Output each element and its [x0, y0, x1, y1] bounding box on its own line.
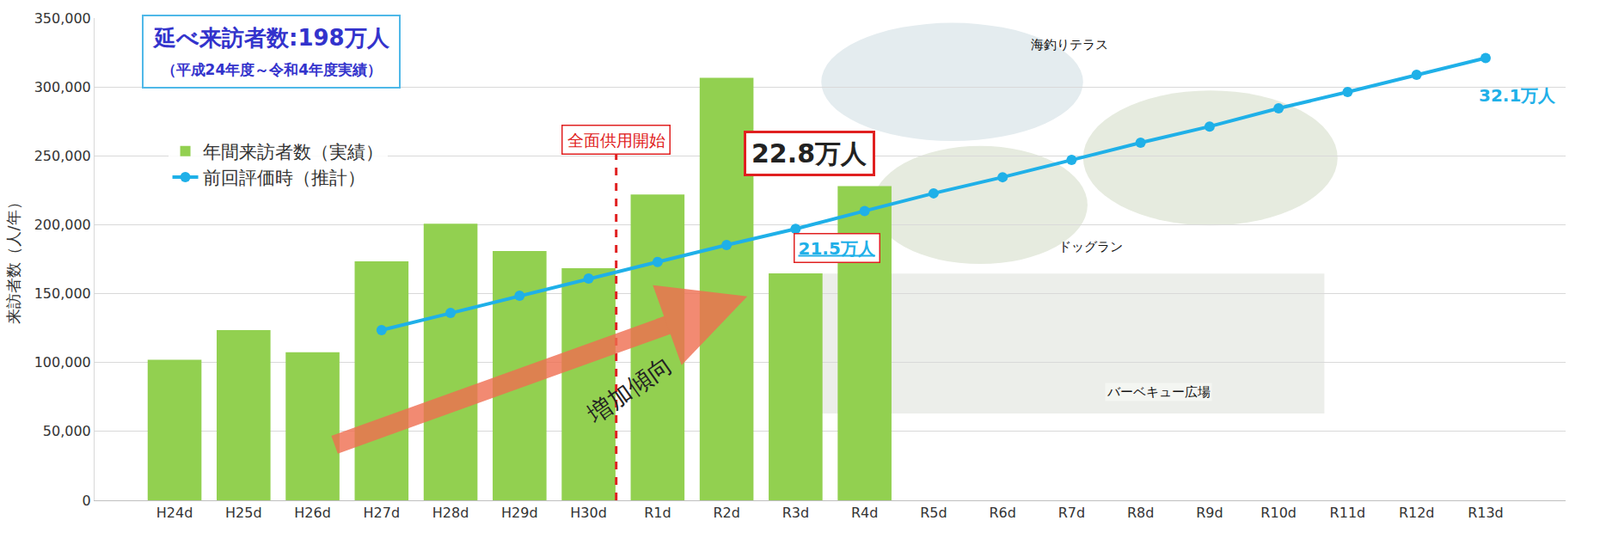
svg-text:H26d: H26d — [294, 504, 332, 522]
svg-text:R8d: R8d — [1127, 504, 1154, 522]
svg-text:年間来訪者数（実績）: 年間来訪者数（実績） — [202, 141, 384, 163]
svg-text:150,000: 150,000 — [34, 285, 92, 302]
svg-text:R6d: R6d — [988, 504, 1016, 522]
svg-text:R3d: R3d — [782, 504, 810, 522]
svg-text:R11d: R11d — [1330, 504, 1367, 522]
svg-text:前回評価時（推計）: 前回評価時（推計） — [202, 167, 366, 189]
svg-text:32.1万人: 32.1万人 — [1478, 85, 1557, 106]
svg-text:R13d: R13d — [1467, 504, 1504, 522]
svg-text:R1d: R1d — [643, 504, 671, 522]
svg-text:50,000: 50,000 — [42, 422, 92, 440]
svg-text:R2d: R2d — [712, 504, 740, 522]
svg-text:250,000: 250,000 — [34, 147, 92, 165]
svg-text:300,000: 300,000 — [34, 79, 92, 96]
svg-text:R4d: R4d — [851, 504, 878, 522]
svg-text:0: 0 — [82, 492, 92, 509]
svg-text:ドッグラン: ドッグラン — [1058, 239, 1123, 255]
svg-text:200,000: 200,000 — [34, 216, 92, 233]
svg-text:R9d: R9d — [1195, 504, 1223, 522]
svg-text:22.8万人: 22.8万人 — [751, 138, 868, 169]
svg-text:海釣りテラス: 海釣りテラス — [1030, 36, 1109, 53]
svg-text:H28d: H28d — [432, 504, 470, 522]
svg-text:H27d: H27d — [363, 504, 401, 522]
svg-text:R7d: R7d — [1058, 504, 1086, 522]
svg-text:H29d: H29d — [501, 504, 539, 522]
svg-text:全面供用開始: 全面供用開始 — [567, 130, 666, 150]
svg-text:来訪者数（人/年）: 来訪者数（人/年） — [4, 194, 23, 324]
svg-text:R5d: R5d — [919, 504, 947, 522]
svg-text:延べ来訪者数:198万人（平成24年度～令和4年度実績）: 延べ来訪者数:198万人（平成24年度～令和4年度実績） — [152, 24, 391, 79]
svg-text:21.5万人: 21.5万人 — [798, 238, 877, 259]
svg-text:R10d: R10d — [1260, 504, 1297, 522]
svg-text:350,000: 350,000 — [34, 10, 92, 27]
svg-text:H24d: H24d — [156, 504, 194, 522]
svg-text:R12d: R12d — [1398, 504, 1435, 522]
svg-text:バーベキュー広場: バーベキュー広場 — [1106, 384, 1211, 400]
svg-text:100,000: 100,000 — [34, 354, 92, 371]
svg-text:H30d: H30d — [570, 504, 607, 522]
svg-text:増加傾向: 増加傾向 — [582, 350, 678, 430]
svg-text:H25d: H25d — [225, 504, 263, 522]
